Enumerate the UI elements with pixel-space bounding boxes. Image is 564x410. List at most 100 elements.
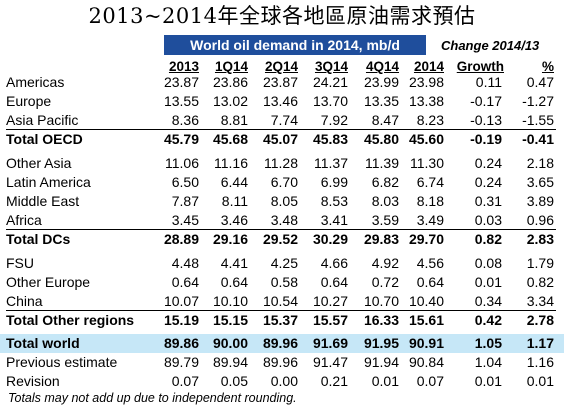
row-label: China [6,293,43,309]
table-cell: 0.11 [475,74,502,90]
table-cell: 28.89 [163,231,199,247]
row-label: Total DCs [6,231,71,247]
table-cell: 3.65 [526,174,554,190]
column-header: 2013 [168,59,199,74]
table-cell: 13.02 [212,93,248,109]
table-cell: 0.07 [171,373,199,389]
table-cell: 0.03 [474,212,502,228]
table-cell: 13.46 [262,93,298,109]
table-cell: -0.19 [470,131,502,147]
table-cell: 10.40 [408,293,444,309]
table-cell: 11.39 [365,155,399,171]
table-row: Total world 89.86 90.00 89.96 91.69 91.95 90.9… [0,334,564,353]
table-cell: 90.84 [408,354,444,370]
row-label: Revision [6,373,60,389]
table-cell: 7.87 [171,193,199,209]
table-row: Latin America 6.50 6.44 6.70 6.99 6.82 6.74 0.2… [0,173,564,192]
table-cell: 15.37 [262,312,298,328]
table-cell: 3.34 [526,293,554,309]
table-cell: 6.50 [171,174,199,190]
table-cell: 0.31 [474,193,502,209]
table-cell: 8.05 [270,193,298,209]
table-cell: 11.28 [264,155,298,171]
table-cell: 0.58 [270,274,298,290]
table-cell: 30.29 [312,231,348,247]
table-cell: 0.01 [371,373,399,389]
table-cell: 23.87 [163,74,199,90]
row-label: Total Other regions [6,312,135,328]
table-cell: 91.95 [363,335,399,351]
table-cell: 13.38 [408,93,444,109]
table-cell: -0.17 [470,93,502,109]
table-row: Other Asia 11.06 11.16 11.28 11.37 11.39 11.30… [0,154,564,173]
table-cell: 6.70 [270,174,298,190]
table-cell: 4.92 [371,255,399,271]
table-cell: 2.83 [526,231,554,247]
table-cell: 11.37 [314,155,348,171]
table-cell: 0.01 [526,373,554,389]
table-cell: 8.81 [220,112,248,128]
row-label: Previous estimate [6,354,118,370]
table-cell: 0.47 [526,74,554,90]
table-cell: 10.10 [212,293,248,309]
column-header: 1Q14 [214,59,248,74]
table-row: Previous estimate 89.79 89.94 89.96 91.47 91.… [0,353,564,372]
table-cell: 23.87 [262,74,298,90]
table-row: Total OECD 45.79 45.68 45.07 45.83 45.80 45.60… [0,130,564,149]
table-cell: 4.48 [171,255,199,271]
table-cell: 8.23 [416,112,444,128]
table-row: FSU 4.48 4.41 4.25 4.66 4.92 4.56 0.08 1.79 [0,254,564,273]
table-cell: 3.41 [320,212,348,228]
table-row: Other Europe 0.64 0.64 0.58 0.64 0.72 0.64 0.01… [0,273,564,292]
table-cell: 23.98 [408,74,444,90]
table-cell: 6.99 [320,174,348,190]
table-cell: 89.96 [262,354,298,370]
table-cell: 1.04 [474,354,502,370]
table-cell: 91.69 [312,335,348,351]
table-cell: 0.05 [220,373,248,389]
row-label: Africa [6,212,42,228]
group-divider [6,310,556,311]
table-cell: 15.19 [163,312,199,328]
table-cell: 1.79 [526,255,554,271]
row-label: Asia Pacific [6,112,79,128]
table-cell: 4.66 [320,255,348,271]
table-cell: 0.21 [320,373,348,389]
row-label: Other Asia [6,155,72,171]
table-cell: 0.82 [526,274,554,290]
table-row: Total Other regions 15.19 15.15 15.37 15.57 1… [0,311,564,330]
page-title: 2013~2014年全球各地區原油需求預估 [88,4,476,28]
table-cell: 15.61 [408,312,444,328]
table-cell: 45.80 [363,131,399,147]
table-row: Americas 23.87 23.86 23.87 24.21 23.99 23.98 0.… [0,73,564,92]
table-cell: 11.06 [165,155,199,171]
column-header: Growth [456,59,504,74]
table-cell: 23.86 [212,74,248,90]
table-row: Total DCs 28.89 29.16 29.52 30.29 29.83 29.70 0… [0,230,564,249]
column-header: 2Q14 [264,59,298,74]
table-cell: 89.86 [163,335,199,351]
table-cell: 2.78 [526,312,554,328]
table-cell: 45.60 [408,131,444,147]
table-cell: 0.24 [474,174,502,190]
row-label: Total OECD [6,131,83,147]
table-cell: 89.79 [163,354,199,370]
change-header: Change 2014/13 [441,38,540,53]
table-cell: 6.74 [416,174,444,190]
row-label: FSU [6,255,34,271]
table-cell: 8.53 [320,193,348,209]
table-cell: 29.52 [262,231,298,247]
table-cell: -0.41 [522,131,554,147]
table-cell: 0.64 [416,274,444,290]
table-cell: 29.83 [363,231,399,247]
table-cell: 45.83 [312,131,348,147]
table-cell: 0.96 [526,212,554,228]
row-label: Middle East [6,193,80,209]
table-cell: 4.25 [270,255,298,271]
table-cell: 6.44 [220,174,248,190]
table-cell: 0.64 [220,274,248,290]
table-cell: 13.35 [363,93,399,109]
table-cell: 1.16 [526,354,554,370]
table-cell: 7.74 [270,112,298,128]
row-label: Other Europe [6,274,91,290]
